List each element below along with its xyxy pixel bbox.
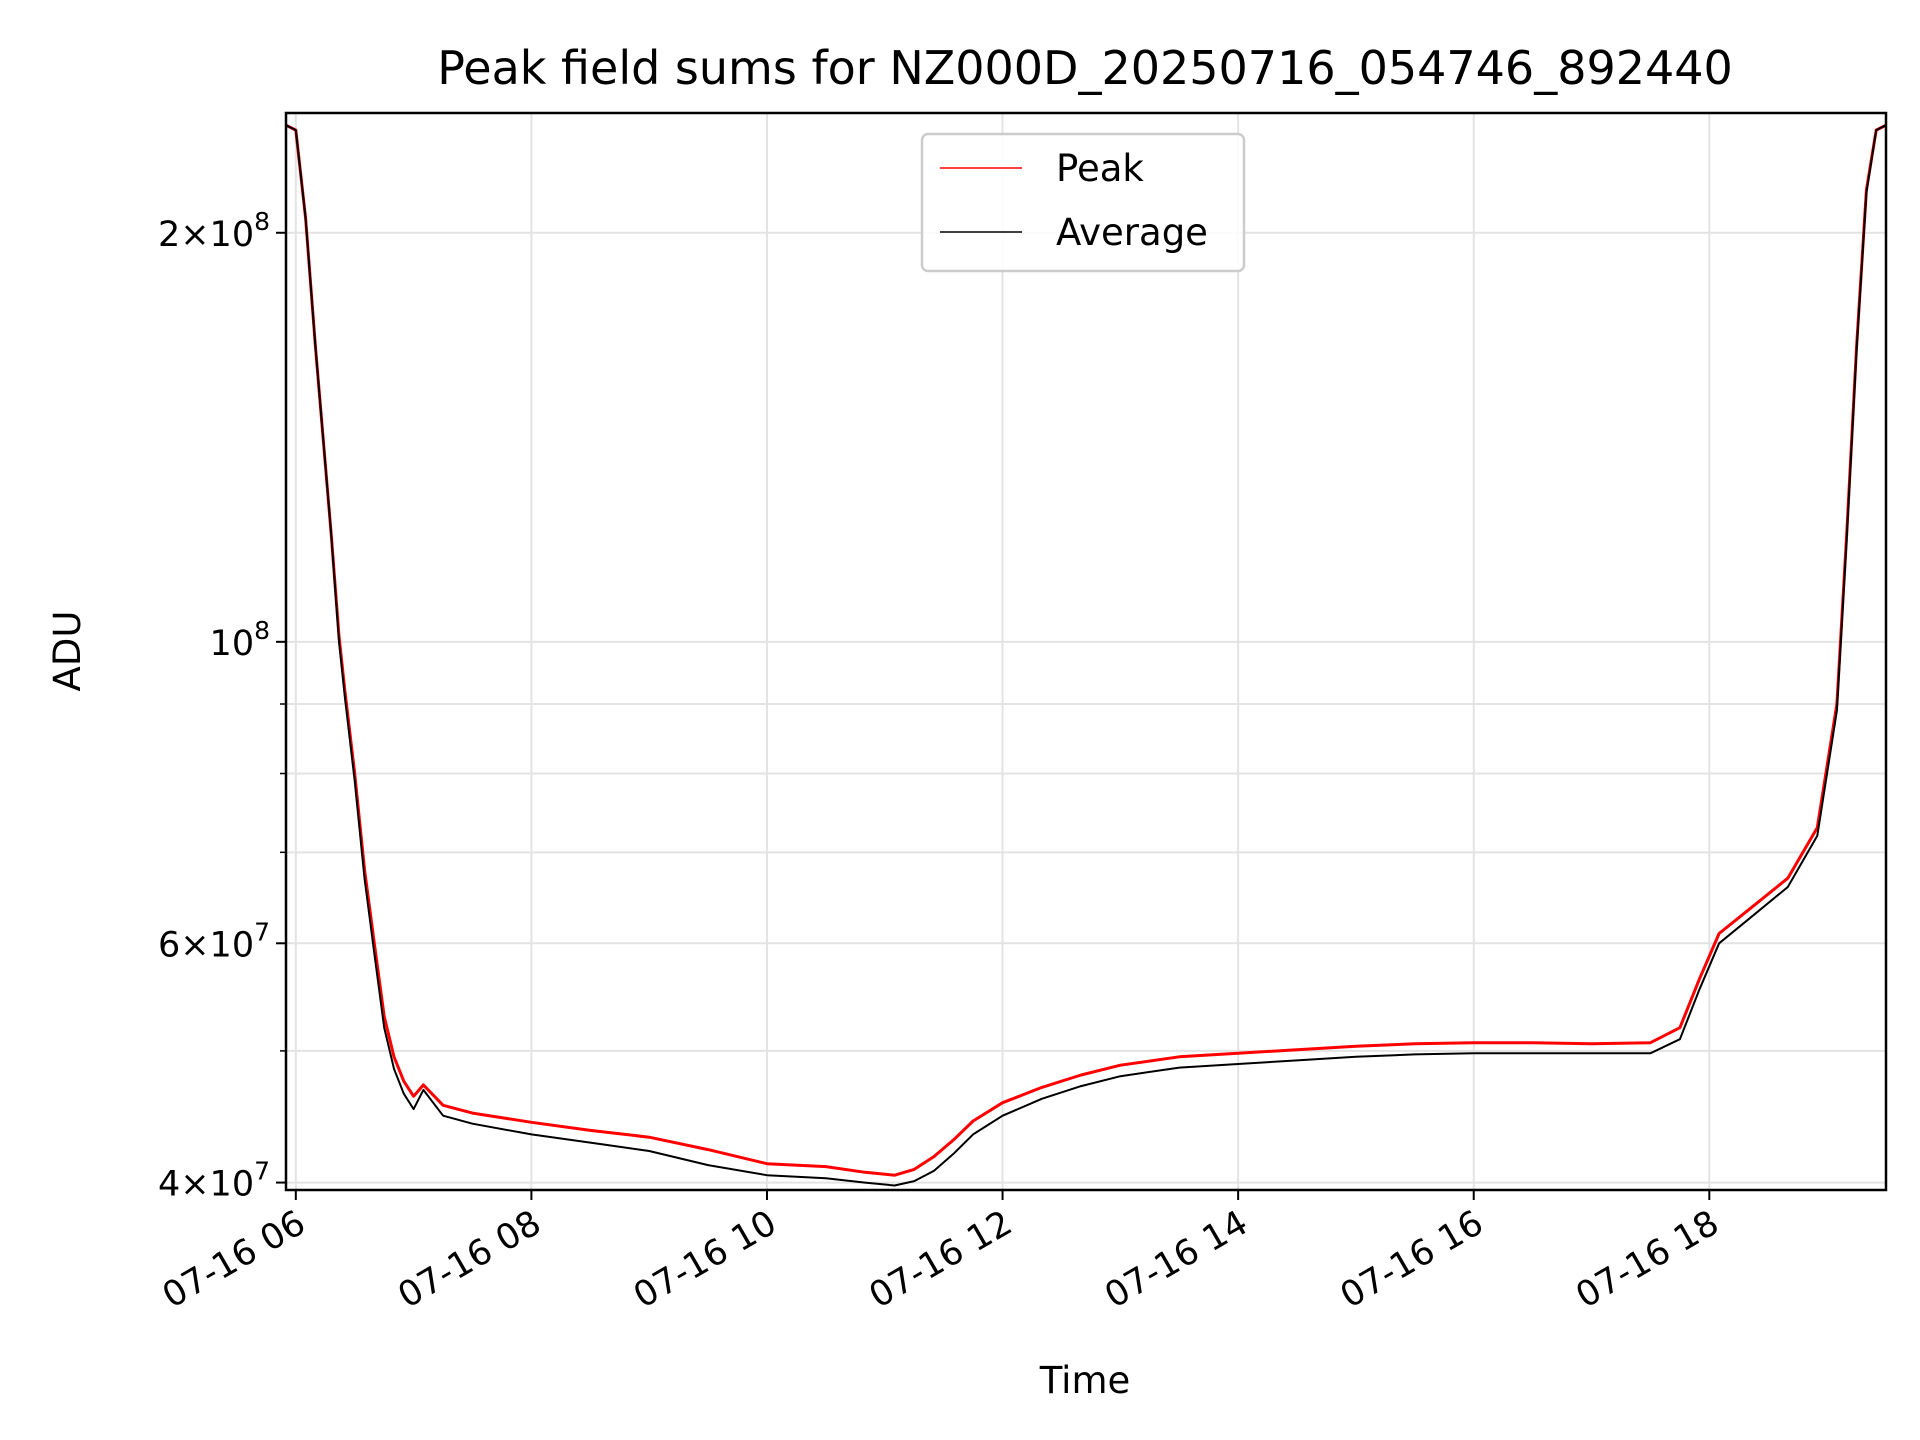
y-tick-label: 2×108 (158, 207, 270, 255)
x-tick-label: 07-16 18 (1570, 1203, 1726, 1316)
y-tick-label: 108 (210, 616, 270, 664)
series-lines (285, 123, 1887, 1187)
series-line-peak (285, 123, 1887, 1177)
x-tick-label: 07-16 08 (392, 1203, 548, 1316)
y-axis-label: ADU (46, 611, 89, 692)
series-line-average (285, 124, 1887, 1187)
y-axis: 4×107 6×107 108 2×108 (158, 207, 286, 1205)
x-tick-label: 07-16 14 (1098, 1203, 1254, 1316)
legend-label-peak: Peak (1056, 147, 1144, 190)
x-tick-label: 07-16 16 (1334, 1203, 1490, 1316)
y-tick-label: 4×107 (158, 1157, 270, 1205)
x-tick-label: 07-16 06 (156, 1203, 312, 1316)
x-axis-label: Time (1039, 1359, 1131, 1402)
y-tick-label: 6×107 (158, 917, 270, 965)
grid (286, 113, 1886, 1190)
legend-label-average: Average (1056, 211, 1208, 254)
x-tick-label: 07-16 10 (627, 1203, 783, 1316)
x-tick-label: 07-16 12 (863, 1203, 1019, 1316)
x-axis: 07-16 06 07-16 08 07-16 10 07-16 12 07-16 14… (156, 1190, 1726, 1316)
legend: Peak Average (920, 132, 1246, 273)
plot-frame (284, 111, 1888, 1192)
chart-title: Peak field sums for NZ000D_20250716_0547… (437, 41, 1733, 95)
